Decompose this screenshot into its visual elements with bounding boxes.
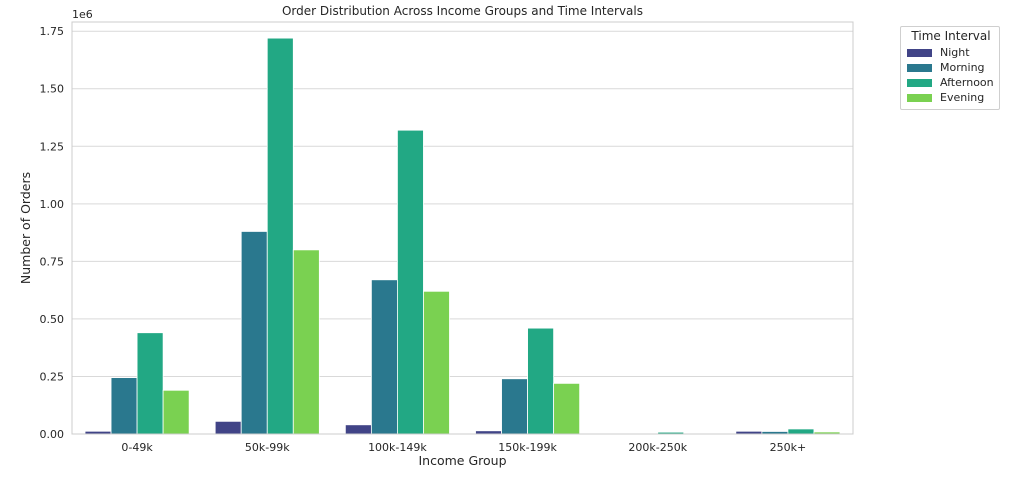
gridlines — [72, 30, 853, 435]
bar-morning — [110, 377, 138, 435]
legend-swatch — [907, 63, 932, 72]
y-tick-label: 0.25 — [40, 370, 65, 383]
bar-evening — [162, 389, 190, 435]
bar-evening — [423, 290, 450, 435]
y-tick-label: 0.75 — [40, 255, 65, 268]
legend-item: Evening — [907, 90, 995, 105]
legend-swatch — [907, 48, 932, 57]
bar-evening — [292, 249, 320, 435]
plot-frame — [71, 21, 854, 435]
x-tick-label: 0-49k — [121, 441, 153, 454]
legend-items: Night Morning Afternoon Evening — [907, 45, 995, 105]
y-tick-label: 1.75 — [40, 25, 65, 38]
legend: Time Interval Night Morning Afternoon Eveni… — [900, 26, 1000, 110]
legend-label: Night — [940, 46, 970, 59]
bar-morning — [501, 378, 528, 435]
y-axis-label: Number of Orders — [18, 172, 33, 284]
bar-night — [344, 424, 372, 435]
bar-afternoon — [527, 327, 555, 435]
x-axis-label: Income Group — [418, 453, 506, 468]
bar-afternoon — [397, 129, 424, 435]
bar-afternoon — [136, 332, 164, 435]
bar-evening — [553, 382, 581, 435]
bar-morning — [240, 231, 268, 435]
y-tick-label: 1.50 — [40, 83, 65, 96]
bar-afternoon — [266, 37, 294, 435]
x-tick-label: 200k-250k — [628, 441, 687, 454]
x-tick-label: 100k-149k — [368, 441, 427, 454]
y-tick-label: 0.50 — [40, 313, 65, 326]
legend-item: Night — [907, 45, 995, 60]
x-tick-label: 50k-99k — [245, 441, 290, 454]
bar-afternoon — [787, 428, 815, 435]
legend-swatch — [907, 78, 932, 87]
legend-label: Evening — [940, 91, 985, 104]
legend-label: Afternoon — [940, 76, 994, 89]
legend-label: Morning — [940, 61, 985, 74]
y-tick-label: 1.25 — [40, 140, 65, 153]
y-offset-label: 1e6 — [72, 8, 93, 21]
x-tick-label: 250k+ — [770, 441, 807, 454]
chart-title: Order Distribution Across Income Groups … — [282, 4, 643, 18]
y-tick-label: 0.00 — [40, 428, 65, 441]
tick-labels: 0.00 0.25 0.50 0.75 1.00 1.25 1.50 1.75 0-49k 50k… — [40, 25, 807, 454]
legend-item: Morning — [907, 60, 995, 75]
legend-swatch — [907, 93, 932, 102]
legend-item: Afternoon — [907, 75, 995, 90]
bar-night — [214, 420, 242, 435]
x-tick-label: 150k-199k — [498, 441, 557, 454]
bar-morning — [370, 279, 398, 435]
bars — [84, 37, 841, 435]
legend-title: Time Interval — [911, 29, 991, 43]
y-tick-label: 1.00 — [40, 198, 65, 211]
